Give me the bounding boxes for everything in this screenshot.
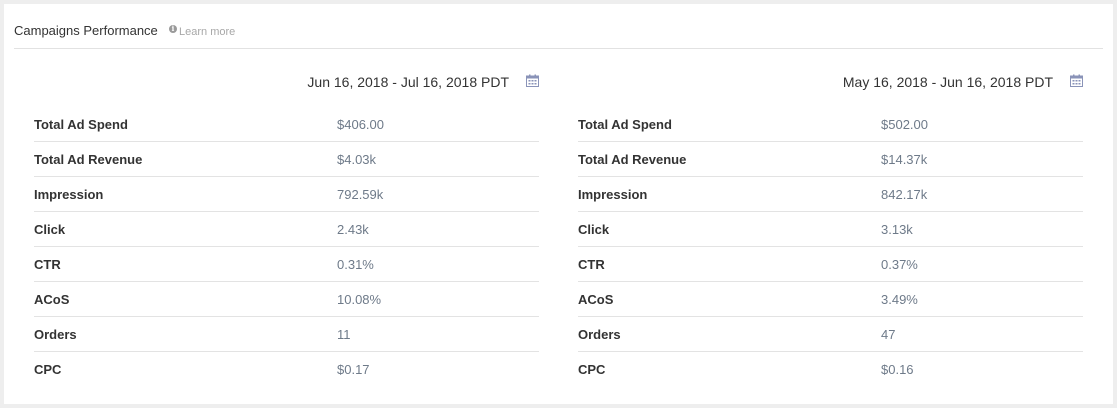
metric-value: $502.00 [881, 117, 928, 132]
metrics-table: Total Ad Spend $502.00 Total Ad Revenue … [578, 107, 1083, 387]
metric-row: Orders 47 [578, 317, 1083, 352]
metric-value: 10.08% [337, 292, 382, 307]
metric-value: 3.13k [881, 222, 913, 237]
metric-row: Click 2.43k [34, 212, 539, 247]
metric-value: 842.17k [881, 187, 928, 202]
metric-row: Total Ad Spend $502.00 [578, 107, 1083, 142]
metric-label: Click [34, 222, 66, 237]
metric-row: ACoS 3.49% [578, 282, 1083, 317]
date-range-label[interactable]: May 16, 2018 - Jun 16, 2018 PDT [842, 74, 1053, 90]
date-range-label[interactable]: Jun 16, 2018 - Jul 16, 2018 PDT [307, 74, 509, 90]
metric-row: Total Ad Revenue $14.37k [578, 142, 1083, 177]
learn-more-link[interactable]: Learn more [179, 26, 236, 38]
metric-label: ACoS [578, 292, 614, 307]
metric-value: 2.43k [337, 222, 369, 237]
metric-row: Impression 792.59k [34, 177, 539, 212]
metric-row: CTR 0.37% [578, 247, 1083, 282]
metric-label: Total Ad Spend [578, 117, 672, 132]
metric-label: Impression [34, 187, 104, 202]
metric-label: Orders [34, 327, 77, 342]
metric-value: $0.17 [337, 362, 370, 377]
metric-label: CPC [578, 362, 606, 377]
metric-value: $4.03k [337, 152, 377, 167]
metric-value: 0.31% [337, 257, 374, 272]
card-title: Campaigns Performance [14, 23, 158, 38]
metric-row: Orders 11 [34, 317, 539, 352]
metric-label: ACoS [34, 292, 70, 307]
metric-label: CTR [34, 257, 61, 272]
metric-row: ACoS 10.08% [34, 282, 539, 317]
metric-row: CTR 0.31% [34, 247, 539, 282]
metric-value: 3.49% [881, 292, 918, 307]
card-header: Campaigns Performance i Learn more [14, 4, 1103, 49]
metric-label: Click [578, 222, 610, 237]
calendar-icon[interactable] [1070, 74, 1083, 87]
metric-label: Orders [578, 327, 621, 342]
metric-label: Total Ad Revenue [578, 152, 687, 167]
metric-value: $406.00 [337, 117, 384, 132]
metric-value: $0.16 [881, 362, 914, 377]
metric-label: CTR [578, 257, 605, 272]
metric-label: CPC [34, 362, 62, 377]
metrics-table: Total Ad Spend $406.00 Total Ad Revenue … [34, 107, 539, 387]
metric-row: CPC $0.17 [34, 352, 539, 387]
metric-label: Total Ad Spend [34, 117, 128, 132]
metric-row: Click 3.13k [578, 212, 1083, 247]
metric-label: Total Ad Revenue [34, 152, 143, 167]
metric-value: 792.59k [337, 187, 384, 202]
campaigns-performance-card: Campaigns Performance i Learn more Jun 1… [4, 4, 1113, 404]
metric-value: 11 [337, 327, 351, 342]
metric-value: 0.37% [881, 257, 918, 272]
metric-value: $14.37k [881, 152, 928, 167]
metric-row: Impression 842.17k [578, 177, 1083, 212]
metric-value: 47 [881, 327, 896, 342]
metric-row: CPC $0.16 [578, 352, 1083, 387]
info-circle-icon[interactable]: i [169, 25, 177, 33]
calendar-icon[interactable] [526, 74, 539, 87]
metric-row: Total Ad Revenue $4.03k [34, 142, 539, 177]
metric-label: Impression [578, 187, 648, 202]
metric-row: Total Ad Spend $406.00 [34, 107, 539, 142]
